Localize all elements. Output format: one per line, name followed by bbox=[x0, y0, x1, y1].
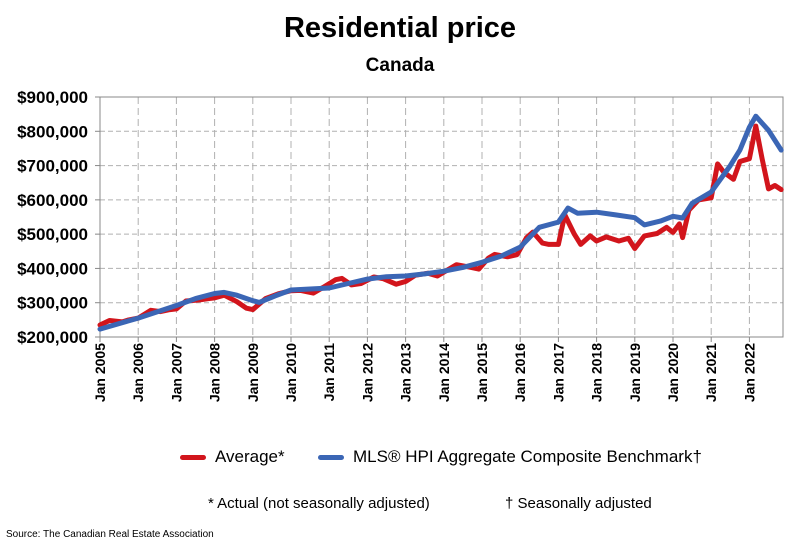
x-tick-label: Jan 2005 bbox=[92, 343, 108, 402]
x-tick-label: Jan 2016 bbox=[512, 343, 528, 402]
x-tick-label: Jan 2012 bbox=[359, 343, 375, 402]
x-tick-label: Jan 2017 bbox=[550, 343, 566, 402]
legend-label-hpi: MLS® HPI Aggregate Composite Benchmark† bbox=[353, 447, 702, 466]
x-tick-label: Jan 2007 bbox=[168, 343, 184, 402]
x-tick-label: Jan 2008 bbox=[207, 343, 223, 402]
x-tick-label: Jan 2020 bbox=[665, 343, 681, 402]
x-tick-label: Jan 2011 bbox=[321, 343, 337, 402]
chart-title: Residential price bbox=[283, 12, 517, 44]
y-tick-label: $400,000 bbox=[17, 259, 88, 278]
legend-swatch-hpi bbox=[318, 454, 344, 460]
footnote-actual: * Actual (not seasonally adjusted) bbox=[208, 495, 430, 512]
y-tick-label: $500,000 bbox=[17, 225, 88, 244]
x-tick-label: Jan 2022 bbox=[741, 343, 757, 402]
x-tick-label: Jan 2015 bbox=[474, 343, 490, 402]
y-tick-label: $200,000 bbox=[17, 328, 88, 347]
average-line bbox=[97, 123, 784, 328]
legend-swatch-average bbox=[180, 454, 206, 460]
y-tick-label: $600,000 bbox=[17, 191, 88, 210]
x-tick-label: Jan 2019 bbox=[627, 343, 643, 402]
y-tick-label: $700,000 bbox=[17, 157, 88, 176]
legend-item-average: Average* bbox=[180, 447, 285, 467]
x-tick-label: Jan 2010 bbox=[283, 343, 299, 402]
x-tick-label: Jan 2018 bbox=[589, 343, 605, 402]
x-tick-label: Jan 2013 bbox=[398, 343, 414, 402]
y-tick-label: $300,000 bbox=[17, 294, 88, 313]
x-tick-label: Jan 2006 bbox=[130, 343, 146, 402]
chart-subtitle: Canada bbox=[365, 55, 435, 76]
y-tick-label: $800,000 bbox=[17, 122, 88, 141]
legend-label-average: Average* bbox=[215, 447, 285, 466]
source-note: Source: The Canadian Real Estate Associa… bbox=[6, 529, 214, 540]
x-tick-label: Jan 2009 bbox=[245, 343, 261, 402]
x-tick-label: Jan 2021 bbox=[703, 343, 719, 402]
y-tick-label: $900,000 bbox=[17, 88, 88, 107]
plot-area-frame bbox=[99, 96, 784, 338]
hpi-line bbox=[97, 113, 784, 332]
legend-item-hpi: MLS® HPI Aggregate Composite Benchmark† bbox=[318, 447, 702, 467]
x-tick-label: Jan 2014 bbox=[436, 343, 452, 402]
footnote-seasonal: † Seasonally adjusted bbox=[505, 495, 652, 512]
